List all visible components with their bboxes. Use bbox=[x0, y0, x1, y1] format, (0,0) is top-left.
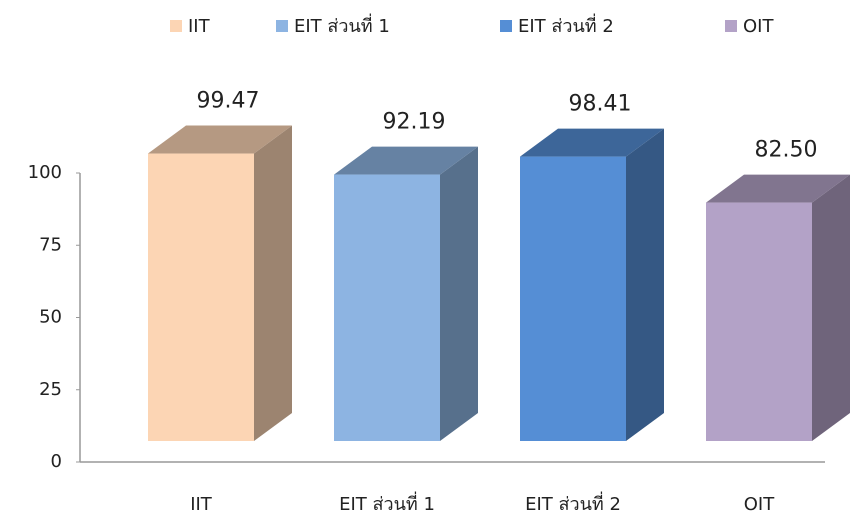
legend-label: EIT ส่วนที่ 2 bbox=[518, 13, 614, 37]
x-tick-label: EIT ส่วนที่ 2 bbox=[525, 491, 621, 515]
bar bbox=[148, 153, 254, 442]
bar-top bbox=[334, 146, 478, 175]
bar bbox=[706, 202, 812, 441]
bar-top bbox=[706, 174, 850, 203]
x-tick-label: OIT bbox=[744, 494, 775, 515]
bar-side bbox=[254, 125, 292, 441]
bar-side bbox=[626, 128, 664, 441]
bar-top bbox=[148, 125, 292, 154]
legend-swatch bbox=[725, 20, 737, 32]
legend-label: IIT bbox=[188, 16, 211, 37]
legend-label: EIT ส่วนที่ 1 bbox=[294, 13, 390, 37]
bar bbox=[520, 156, 626, 441]
data-label: 98.41 bbox=[569, 92, 632, 117]
data-label: 82.50 bbox=[755, 138, 818, 163]
bar-side bbox=[812, 174, 850, 441]
data-label: 92.19 bbox=[383, 110, 446, 135]
y-tick-label: 25 bbox=[39, 379, 62, 400]
bar bbox=[334, 174, 440, 441]
y-tick-label: 0 bbox=[51, 451, 62, 472]
x-tick-label: EIT ส่วนที่ 1 bbox=[339, 491, 435, 515]
legend-swatch bbox=[500, 20, 512, 32]
y-tick-label: 100 bbox=[28, 162, 62, 183]
legend-swatch bbox=[170, 20, 182, 32]
y-tick-label: 75 bbox=[39, 234, 62, 255]
legend-label: OIT bbox=[743, 16, 774, 37]
x-tick-label: IIT bbox=[190, 494, 213, 515]
data-label: 99.47 bbox=[197, 89, 260, 114]
bar-side bbox=[440, 146, 478, 441]
bar-top bbox=[520, 128, 664, 157]
legend-swatch bbox=[276, 20, 288, 32]
y-tick-label: 50 bbox=[39, 307, 62, 328]
